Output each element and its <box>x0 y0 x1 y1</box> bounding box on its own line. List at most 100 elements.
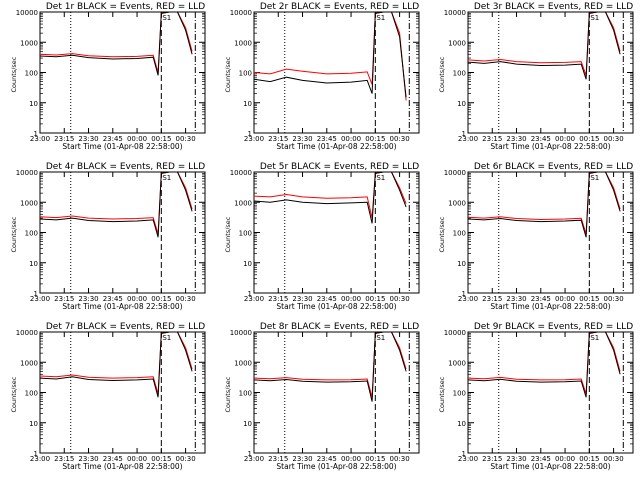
x-tick-label: 23:15 <box>482 455 502 463</box>
chart-4: Det 4r BLACK = Events, RED = LLD S1 1 10 100… <box>10 162 206 311</box>
x-tick-label: 00:15 <box>151 135 171 143</box>
y-tick-label: 1 <box>34 130 38 138</box>
x-axis-label: Start Time (01-Apr-08 22:58:00) <box>276 142 396 151</box>
x-tick-label: 23:30 <box>506 295 526 303</box>
y-axis-label: Counts/sec <box>10 56 18 92</box>
chart-7: Det 7r BLACK = Events, RED = LLD S1 1 10 100… <box>10 322 206 471</box>
chart-title: Det 1r BLACK = Events, RED = LLD <box>46 2 205 12</box>
x-tick-label: 00:30 <box>603 295 623 303</box>
x-tick-label: 00:30 <box>389 295 409 303</box>
x-tick-label: 00:30 <box>175 295 195 303</box>
x-tick-label: 23:00 <box>30 455 50 463</box>
y-tick-label: 10 <box>29 420 38 428</box>
x-tick-label: 23:00 <box>244 295 264 303</box>
plot-frame <box>467 331 634 454</box>
x-tick-label: 23:15 <box>54 135 74 143</box>
y-tick-label: 100 <box>239 390 252 398</box>
y-axis-label: Counts/sec <box>224 216 232 252</box>
chart-2: Det 2r BLACK = Events, RED = LLD S1 1 10 100… <box>224 2 420 151</box>
marker-label: S1 <box>590 334 599 342</box>
x-tick-label: 23:45 <box>317 135 337 143</box>
y-tick-label: 10 <box>29 100 38 108</box>
x-tick-label: 00:00 <box>341 135 361 143</box>
y-axis-label: Counts/sec <box>438 376 446 412</box>
x-axis-label: Start Time (01-Apr-08 22:58:00) <box>276 302 396 311</box>
x-tick-label: 23:15 <box>54 295 74 303</box>
y-tick-label: 1 <box>462 290 466 298</box>
series-line-events <box>40 172 193 238</box>
chart-6: Det 6r BLACK = Events, RED = LLD S1 1 10 100… <box>438 162 634 311</box>
series-line-events <box>40 12 193 76</box>
series-line-events <box>254 172 407 224</box>
x-tick-label: 23:00 <box>244 455 264 463</box>
x-tick-label: 00:15 <box>365 135 385 143</box>
chart-title: Det 8r BLACK = Events, RED = LLD <box>260 322 419 332</box>
series-line-lld <box>468 12 621 76</box>
x-tick-label: 00:30 <box>175 135 195 143</box>
x-tick-label: 23:45 <box>317 295 337 303</box>
series-line-events <box>468 172 621 238</box>
x-tick-label: 00:30 <box>603 455 623 463</box>
chart-title: Det 7r BLACK = Events, RED = LLD <box>46 322 205 332</box>
x-tick-label: 00:15 <box>579 455 599 463</box>
y-axis-label: Counts/sec <box>224 376 232 412</box>
y-tick-label: 1 <box>248 450 252 458</box>
series-line-events <box>468 332 621 398</box>
y-tick-label: 1000 <box>234 39 252 47</box>
y-tick-label: 100 <box>453 390 466 398</box>
y-tick-label: 1000 <box>20 39 38 47</box>
y-tick-label: 10000 <box>16 169 38 177</box>
series-line-lld <box>40 172 193 235</box>
y-tick-label: 10000 <box>444 9 466 17</box>
x-tick-label: 23:15 <box>54 455 74 463</box>
y-tick-label: 10000 <box>444 169 466 177</box>
x-tick-label: 00:30 <box>175 455 195 463</box>
y-tick-label: 100 <box>239 70 252 78</box>
y-tick-label: 10 <box>243 100 252 108</box>
x-tick-label: 23:15 <box>482 295 502 303</box>
x-tick-label: 23:30 <box>78 295 98 303</box>
y-tick-label: 1 <box>34 450 38 458</box>
marker-label: S1 <box>376 14 385 22</box>
y-tick-label: 10000 <box>230 9 252 17</box>
y-tick-label: 1 <box>248 290 252 298</box>
marker-label: S1 <box>376 174 385 182</box>
series-line-events <box>468 12 621 80</box>
series-line-events <box>254 332 407 402</box>
chart-title: Det 4r BLACK = Events, RED = LLD <box>46 162 205 172</box>
y-tick-label: 1000 <box>448 39 466 47</box>
series-line-lld <box>40 332 193 395</box>
x-tick-label: 00:00 <box>127 295 147 303</box>
x-tick-label: 23:30 <box>292 295 312 303</box>
marker-label: S1 <box>162 334 171 342</box>
y-tick-label: 1000 <box>448 199 466 207</box>
x-tick-label: 00:15 <box>151 455 171 463</box>
x-tick-label: 23:00 <box>244 135 264 143</box>
y-axis-label: Counts/sec <box>438 216 446 252</box>
x-tick-label: 23:00 <box>458 295 478 303</box>
x-tick-label: 23:15 <box>482 135 502 143</box>
y-tick-label: 10 <box>457 100 466 108</box>
x-tick-label: 00:00 <box>341 455 361 463</box>
y-tick-label: 1 <box>248 130 252 138</box>
y-tick-label: 1 <box>462 450 466 458</box>
series-line-lld <box>468 172 621 235</box>
marker-label: S1 <box>162 174 171 182</box>
y-tick-label: 10000 <box>16 329 38 337</box>
plot-frame <box>39 331 206 454</box>
plot-frame <box>253 171 420 294</box>
chart-title: Det 6r BLACK = Events, RED = LLD <box>474 162 633 172</box>
x-tick-label: 00:15 <box>579 135 599 143</box>
y-tick-label: 100 <box>453 70 466 78</box>
x-axis-label: Start Time (01-Apr-08 22:58:00) <box>62 142 182 151</box>
x-tick-label: 23:45 <box>531 455 551 463</box>
x-tick-label: 23:30 <box>506 455 526 463</box>
y-axis-label: Counts/sec <box>10 376 18 412</box>
x-axis-label: Start Time (01-Apr-08 22:58:00) <box>276 462 396 471</box>
x-tick-label: 00:00 <box>555 455 575 463</box>
y-tick-label: 10 <box>457 420 466 428</box>
x-tick-label: 23:15 <box>268 295 288 303</box>
x-tick-label: 23:15 <box>268 135 288 143</box>
x-axis-label: Start Time (01-Apr-08 22:58:00) <box>62 462 182 471</box>
plot-frame <box>467 11 634 134</box>
